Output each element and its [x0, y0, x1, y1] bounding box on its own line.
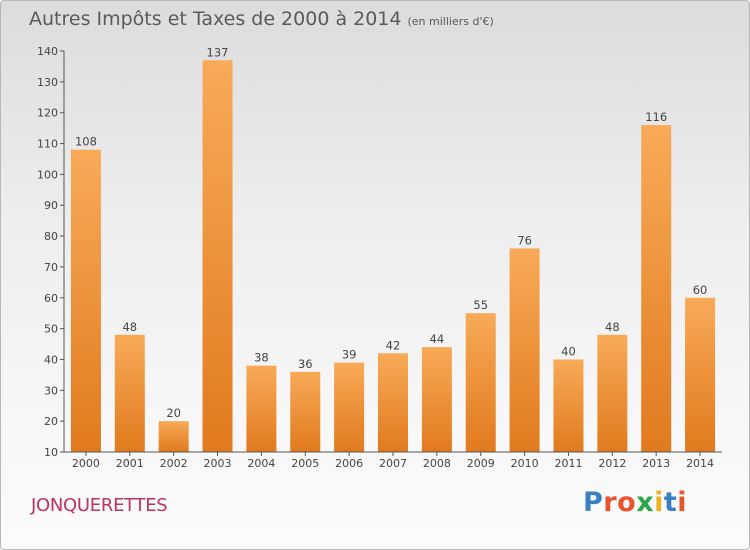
x-tick-label: 2002: [160, 457, 188, 470]
y-tick-label: 10: [44, 446, 58, 459]
data-label-2006: 39: [342, 348, 357, 362]
bar-2001: [114, 334, 145, 452]
y-tick-label: 50: [44, 323, 58, 336]
data-label-2007: 42: [386, 338, 401, 352]
bar-2004: [246, 365, 277, 452]
data-label-2005: 36: [298, 357, 313, 371]
data-label-2001: 48: [122, 320, 137, 334]
y-axis: 10 20 30 40 50 60 70 80 90 100 110 120 130 140: [37, 45, 65, 459]
x-tick-label: 2004: [247, 457, 275, 470]
bar-2009: [465, 313, 496, 452]
chart-title: Autres Impôts et Taxes de 2000 à 2014 (en…: [29, 8, 494, 30]
bar-2011: [553, 359, 584, 452]
x-tick-label: 2011: [554, 457, 582, 470]
bar-2005: [290, 371, 321, 452]
data-label-2000: 108: [75, 135, 97, 149]
data-label-2008: 44: [430, 332, 445, 346]
y-tick-label: 80: [44, 230, 58, 243]
y-tick-label: 90: [44, 199, 58, 212]
bar-2012: [597, 334, 628, 452]
bar-2010: [509, 248, 540, 452]
bar-2014: [685, 297, 716, 452]
x-tick-label: 2003: [204, 457, 232, 470]
data-label-2014: 60: [693, 283, 708, 297]
logo-letter: x: [636, 487, 655, 518]
y-tick-label: 120: [37, 107, 58, 120]
x-axis: 2000 2001 2002 2003 2004 2005 2006 2007 2008 2009…: [64, 451, 722, 470]
data-label-2004: 38: [254, 351, 269, 365]
bar-2003: [202, 60, 233, 452]
x-tick-label: 2005: [291, 457, 319, 470]
logo-letter: i: [654, 487, 664, 518]
proxiti-logo: Proxiti: [583, 487, 687, 518]
logo-letter: t: [663, 487, 678, 518]
x-tick-label: 2014: [686, 457, 714, 470]
y-tick-label: 20: [44, 415, 58, 428]
data-label-2010: 76: [517, 233, 532, 247]
x-tick-label: 2000: [72, 457, 100, 470]
bar-2013: [641, 125, 672, 453]
bar-2002: [158, 421, 189, 452]
x-tick-label: 2009: [467, 457, 495, 470]
bar-2000: [70, 149, 101, 452]
y-tick-label: 40: [44, 353, 58, 366]
x-tick-label: 2012: [598, 457, 626, 470]
y-tick-label: 70: [44, 261, 58, 274]
y-tick-label: 140: [37, 45, 58, 58]
y-tick-label: 130: [37, 76, 58, 89]
x-tick-label: 2007: [379, 457, 407, 470]
data-label-2003: 137: [207, 45, 229, 59]
x-tick-label: 2010: [511, 457, 539, 470]
y-tick-label: 110: [37, 138, 58, 151]
chart-unit-label: (en milliers d'€): [407, 15, 494, 28]
y-tick-label: 60: [44, 292, 58, 305]
logo-letter: o: [617, 487, 637, 518]
data-label-2002: 20: [166, 406, 181, 420]
data-label-2012: 48: [605, 320, 620, 334]
data-label-2009: 55: [473, 298, 488, 312]
data-label-2013: 116: [645, 110, 667, 124]
chart-title-text: Autres Impôts et Taxes de 2000 à 2014: [29, 8, 402, 30]
y-tick-label: 30: [44, 384, 58, 397]
bar-2007: [378, 353, 408, 452]
bar-series: 108 48 20 137 38 36 39 42 44 55 76 40 48 116 60: [70, 45, 716, 453]
x-tick-label: 2006: [335, 457, 363, 470]
bar-2008: [421, 347, 452, 452]
bar-2006: [334, 362, 365, 452]
x-tick-label: 2008: [423, 457, 451, 470]
logo-letter: r: [603, 487, 618, 518]
x-tick-label: 2001: [116, 457, 144, 470]
y-tick-label: 100: [37, 168, 58, 181]
x-tick-label: 2013: [642, 457, 670, 470]
logo-letter: i: [677, 487, 688, 518]
logo-letter: P: [583, 487, 604, 518]
town-name: JONQUERETTES: [31, 495, 168, 516]
data-label-2011: 40: [561, 344, 576, 358]
